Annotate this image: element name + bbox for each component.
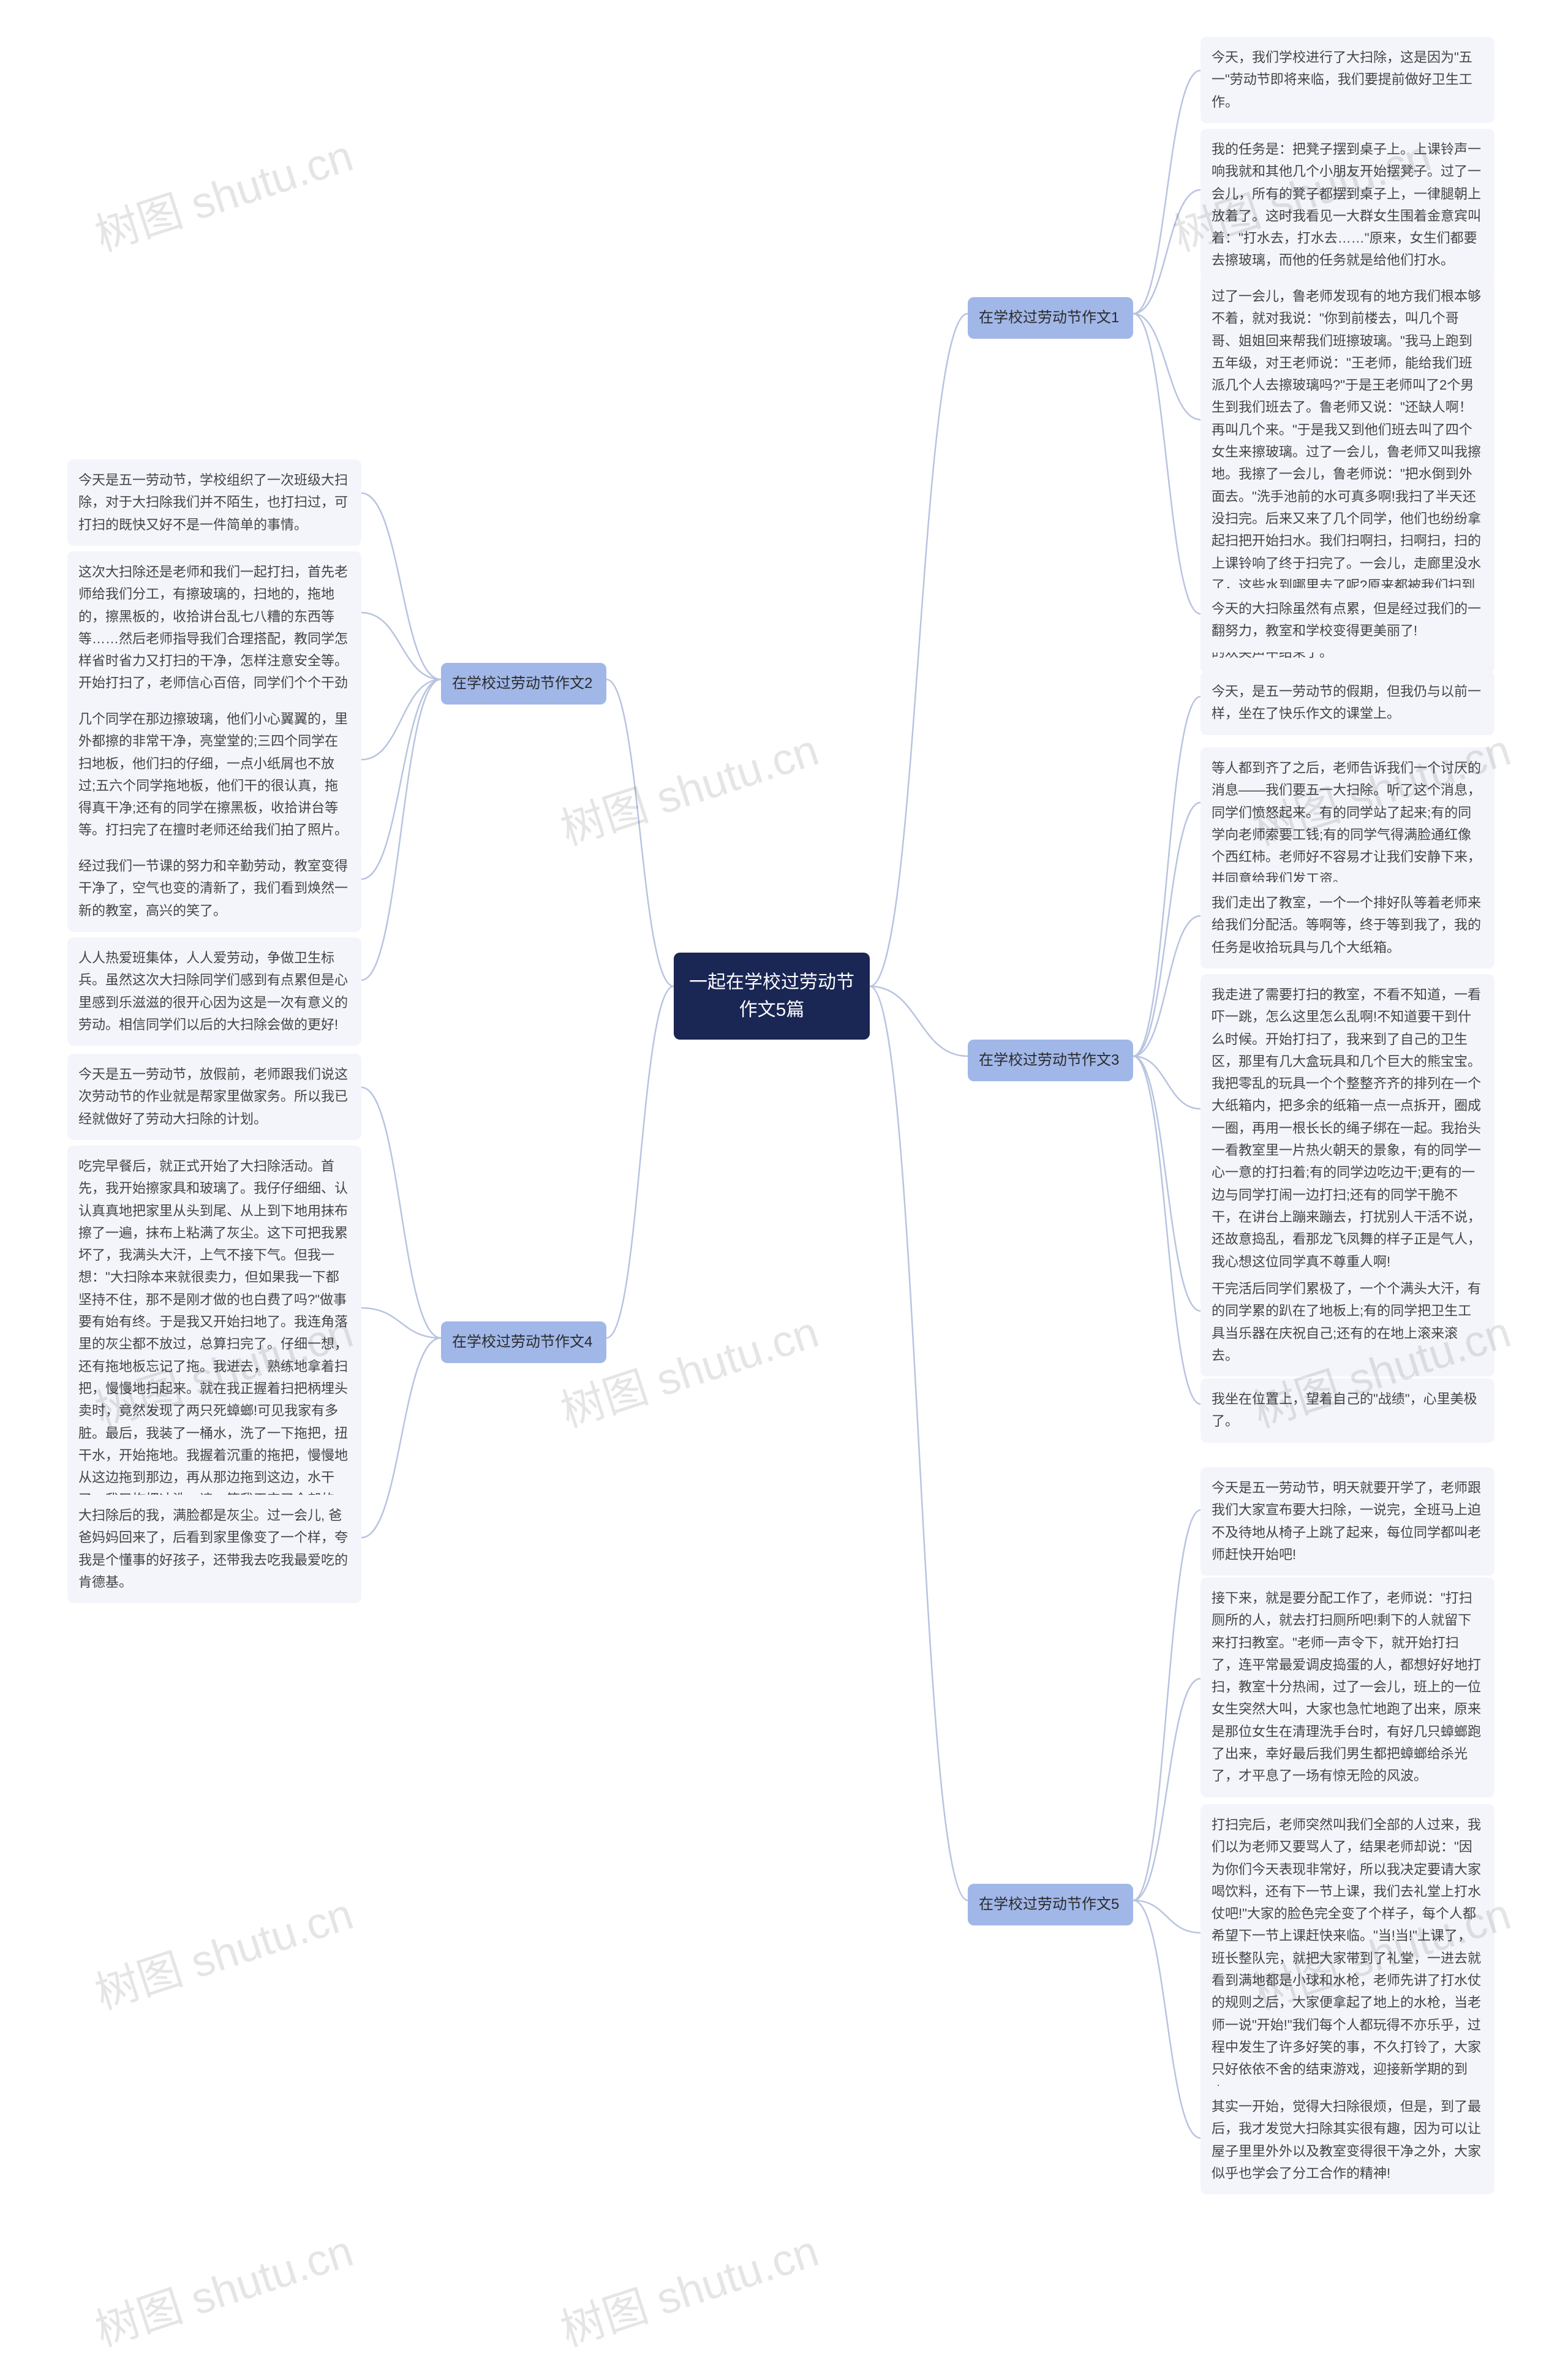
leaf-b3-0: 今天，是五一劳动节的假期，但我仍与以前一样，坐在了快乐作文的课堂上。 bbox=[1200, 671, 1494, 735]
leaf-b3-5: 我坐在位置上，望着自己的"战绩"，心里美极了。 bbox=[1200, 1378, 1494, 1443]
leaf-b3-3: 我走进了需要打扫的教室，不看不知道，一看吓一跳，怎么这里怎么乱啊!不知道要干到什… bbox=[1200, 974, 1494, 1283]
watermark: 树图 shutu.cn bbox=[86, 1878, 360, 2022]
leaf-b3-2: 我们走出了教室，一个一个排好队等着老师来给我们分配活。等啊等，终于等到我了，我的… bbox=[1200, 882, 1494, 969]
root-node: 一起在学校过劳动节作文5篇 bbox=[674, 953, 870, 1040]
watermark: 树图 shutu.cn bbox=[86, 119, 360, 263]
leaf-b5-0: 今天是五一劳动节，明天就要开学了，老师跟我们大家宣布要大扫除，一说完，全班马上迫… bbox=[1200, 1467, 1494, 1576]
leaf-b1-3: 今天的大扫除虽然有点累，但是经过我们的一翻努力，教室和学校变得更美丽了! bbox=[1200, 588, 1494, 652]
leaf-b2-0: 今天是五一劳动节，学校组织了一次班级大扫除，对于大扫除我们并不陌生，也打扫过，可… bbox=[67, 459, 361, 546]
leaf-b2-4: 人人热爱班集体，人人爱劳动，争做卫生标兵。虽然这次大扫除同学们感到有点累但是心里… bbox=[67, 937, 361, 1046]
branch-b5: 在学校过劳动节作文5 bbox=[968, 1884, 1133, 1925]
leaf-b4-2: 大扫除后的我，满脸都是灰尘。过一会儿, 爸爸妈妈回来了，后看到家里像变了一个样，… bbox=[67, 1495, 361, 1603]
branch-b4: 在学校过劳动节作文4 bbox=[441, 1321, 606, 1363]
leaf-b5-1: 接下来，就是要分配工作了，老师说："打扫厕所的人，就去打扫厕所吧!剩下的人就留下… bbox=[1200, 1577, 1494, 1797]
leaf-b3-1: 等人都到齐了之后，老师告诉我们一个讨厌的消息――我们要五一大扫除。听了这个消息，… bbox=[1200, 747, 1494, 901]
leaf-b2-2: 几个同学在那边擦玻璃，他们小心翼翼的，里外都擦的非常干净，亮堂堂的;三四个同学在… bbox=[67, 698, 361, 852]
leaf-b2-3: 经过我们一节课的努力和辛勤劳动，教室变得干净了，空气也变的清新了，我们看到焕然一… bbox=[67, 845, 361, 932]
leaf-b5-2: 打扫完后，老师突然叫我们全部的人过来，我们以为老师又要骂人了，结果老师却说："因… bbox=[1200, 1804, 1494, 2113]
watermark: 树图 shutu.cn bbox=[86, 2215, 360, 2359]
branch-b1: 在学校过劳动节作文1 bbox=[968, 297, 1133, 339]
watermark: 树图 shutu.cn bbox=[551, 714, 825, 858]
watermark: 树图 shutu.cn bbox=[551, 1296, 825, 1440]
branch-b2: 在学校过劳动节作文2 bbox=[441, 663, 606, 705]
branch-b3: 在学校过劳动节作文3 bbox=[968, 1040, 1133, 1081]
leaf-b1-0: 今天，我们学校进行了大扫除，这是因为"五一"劳动节即将来临，我们要提前做好卫生工… bbox=[1200, 37, 1494, 123]
leaf-b3-4: 干完活后同学们累极了，一个个满头大汗，有的同学累的趴在了地板上;有的同学把卫生工… bbox=[1200, 1268, 1494, 1377]
watermark: 树图 shutu.cn bbox=[551, 2215, 825, 2359]
leaf-b5-3: 其实一开始，觉得大扫除很烦，但是，到了最后，我才发觉大扫除其实很有趣，因为可以让… bbox=[1200, 2086, 1494, 2194]
leaf-b4-0: 今天是五一劳动节，放假前，老师跟我们说这次劳动节的作业就是帮家里做家务。所以我已… bbox=[67, 1054, 361, 1140]
leaf-b1-1: 我的任务是：把凳子摆到桌子上。上课铃声一响我就和其他几个小朋友开始摆凳子。过了一… bbox=[1200, 129, 1494, 282]
